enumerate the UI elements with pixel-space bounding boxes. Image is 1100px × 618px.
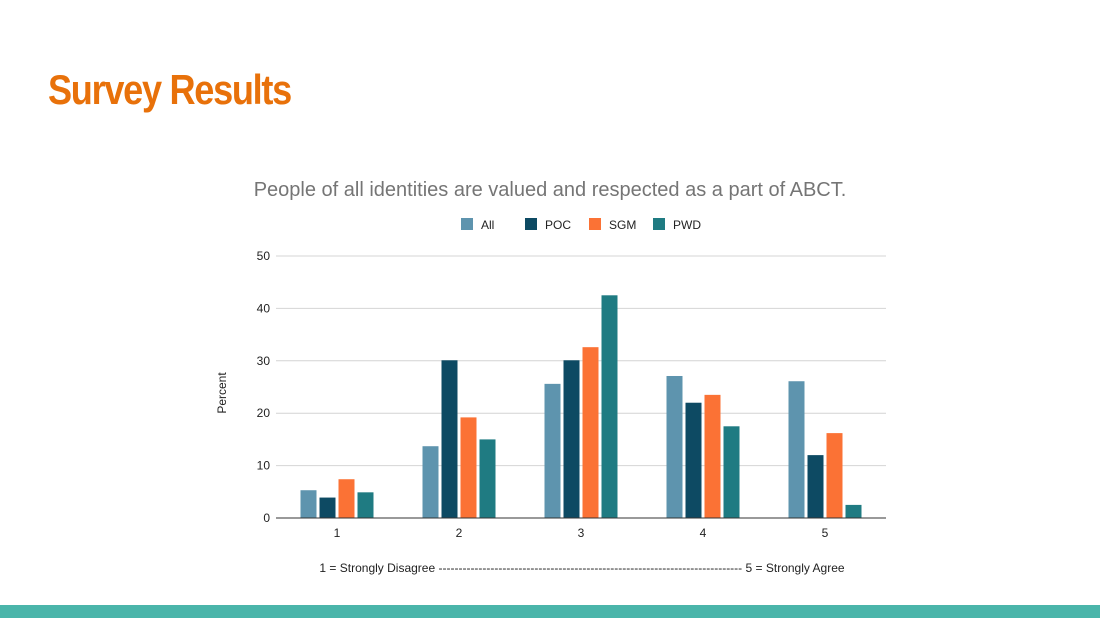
y-tick-label: 0: [263, 511, 270, 525]
x-tick-label: 5: [822, 526, 829, 540]
bar-poc-2: [441, 360, 458, 518]
bar-sgm-1: [338, 479, 355, 518]
legend-swatch-poc: [525, 218, 537, 230]
bar-all-1: [300, 490, 317, 518]
slide-title: Survey Results: [48, 66, 292, 113]
bar-all-2: [422, 446, 439, 518]
bar-all-3: [544, 383, 561, 518]
legend-swatch-sgm: [589, 218, 601, 230]
bar-all-4: [666, 375, 683, 518]
bar-poc-3: [563, 360, 580, 518]
bar-sgm-4: [704, 394, 721, 518]
chart-title: People of all identities are valued and …: [254, 179, 847, 201]
bottom-accent-bar: [0, 605, 1100, 618]
y-tick-label: 10: [257, 459, 271, 473]
y-tick-label: 30: [257, 354, 271, 368]
bar-sgm-2: [460, 417, 477, 518]
bar-chart: People of all identities are valued and …: [215, 179, 886, 575]
bar-poc-4: [685, 402, 702, 518]
legend-label-sgm: SGM: [609, 218, 636, 232]
bar-pwd-3: [601, 295, 618, 518]
bar-poc-1: [319, 497, 336, 518]
legend-swatch-all: [461, 218, 473, 230]
x-axis-label: 1 = Strongly Disagree ------------------…: [319, 561, 844, 575]
bar-pwd-5: [845, 504, 862, 518]
x-tick-label: 4: [700, 526, 707, 540]
chart-legend: All POC SGM PWD: [461, 218, 701, 232]
bar-pwd-4: [723, 426, 740, 518]
bars: [300, 295, 862, 518]
legend-swatch-pwd: [653, 218, 665, 230]
bar-pwd-2: [479, 439, 496, 518]
x-tick-label: 3: [578, 526, 585, 540]
y-tick-label: 50: [257, 249, 271, 263]
bar-sgm-5: [826, 433, 843, 518]
legend-label-all: All: [481, 218, 494, 232]
y-tick-label: 20: [257, 406, 271, 420]
bar-pwd-1: [357, 492, 374, 518]
y-tick-label: 40: [257, 301, 271, 315]
y-axis-label: Percent: [215, 372, 229, 414]
bar-all-5: [788, 381, 805, 518]
gridlines: [276, 255, 886, 467]
bar-sgm-3: [582, 347, 599, 518]
legend-label-poc: POC: [545, 218, 571, 232]
x-tick-label: 1: [334, 526, 341, 540]
legend-label-pwd: PWD: [673, 218, 701, 232]
bar-poc-5: [807, 455, 824, 518]
x-tick-label: 2: [456, 526, 463, 540]
y-axis-ticks: 0 10 20 30 40 50: [257, 249, 271, 525]
x-axis-ticks: 1 2 3 4 5: [334, 526, 829, 540]
